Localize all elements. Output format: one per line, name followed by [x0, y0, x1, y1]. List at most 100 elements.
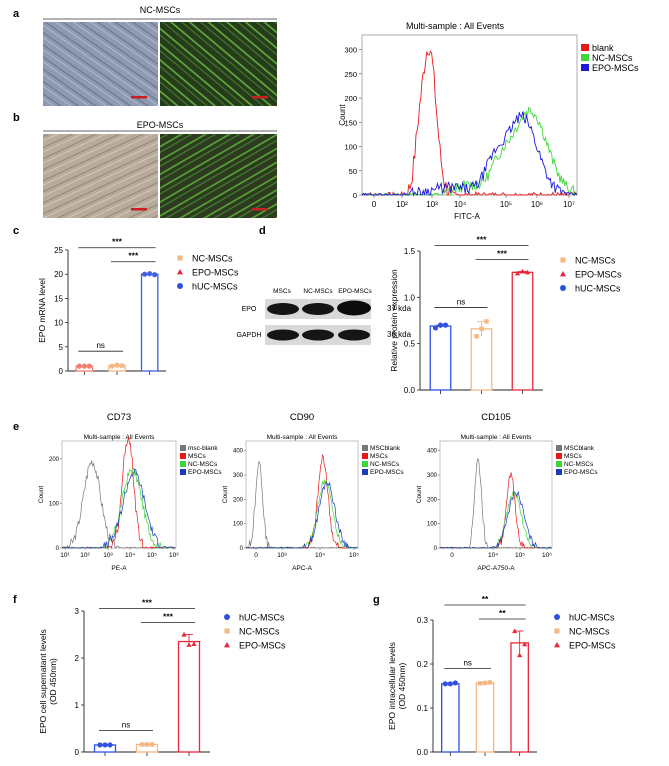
y-tick-label: 0.1 [417, 704, 429, 713]
legend-marker [560, 285, 566, 291]
legend-label: NC-MSCs [575, 256, 616, 266]
x-tick-label: 10² [396, 200, 408, 209]
histogram-curve-NC-MSCs [61, 467, 176, 549]
significance-label: ns [122, 720, 130, 729]
data-point [186, 642, 192, 647]
x-tick-label: 10⁶ [531, 200, 543, 209]
scale-bar [131, 208, 147, 211]
histogram-curve-EPO-MSCs [61, 468, 176, 549]
legend-swatch [581, 64, 589, 71]
legend-swatch [556, 469, 562, 475]
legend-swatch [556, 453, 562, 459]
legend-label: EPO-MSCs [592, 63, 639, 73]
micrograph-epo-fluorescence [160, 134, 277, 218]
legend-label: EPO-MSCs [370, 469, 404, 476]
panel-label-b: b [13, 112, 20, 124]
y-tick-label: 0 [59, 367, 64, 376]
histogram-curve-MSCs [61, 436, 176, 550]
legend-label: EPO-MSCs [564, 469, 598, 476]
blot-row-label: GAPDH [237, 332, 262, 339]
y-tick-label: 0 [75, 748, 80, 757]
blot-band [267, 303, 299, 315]
y-tick-label: 3 [75, 607, 80, 616]
significance-label: *** [142, 598, 153, 608]
y-tick-label: 200 [427, 497, 438, 503]
marker-panel-cd90: CD90 Multi-sample : All Events 0 100 200 300 4… [222, 412, 404, 572]
legend-marker [177, 255, 183, 261]
western-blot: MSCs NC-MSCs EPO-MSCs EPO GAPDH 37 kda 3… [237, 288, 412, 345]
legend-label: hUC-MSCs [569, 613, 615, 623]
plot-frame [61, 440, 177, 549]
y-tick-label: 1.5 [404, 247, 416, 256]
marker-subtitle: Multi-sample : All Events [461, 434, 533, 441]
x-tick-label: 10⁴ [454, 200, 467, 209]
y-tick-label: 100 [49, 501, 60, 507]
data-point [442, 322, 449, 328]
y-tick-label: 200 [233, 497, 244, 503]
micrograph-nc-fluorescence [160, 22, 277, 106]
significance-label: *** [112, 237, 123, 247]
data-point [519, 268, 526, 274]
legend-label: hUC-MSCs [192, 282, 238, 292]
y-axis-label: (OD 450nm) [397, 662, 407, 709]
blot-row-label: EPO [242, 306, 257, 313]
legend-label: msc-blank [188, 445, 218, 452]
significance-label: ns [463, 658, 471, 667]
y-tick-label: 200 [49, 457, 60, 463]
data-point [149, 742, 155, 747]
x-tick-label: 10¹ [60, 552, 70, 559]
legend-label: NC-MSCs [569, 627, 610, 637]
data-point [442, 681, 448, 687]
y-tick-label: 25 [54, 246, 63, 255]
y-tick-label: 5 [59, 343, 64, 352]
significance-label: ** [482, 594, 489, 604]
y-tick-label: 1.0 [404, 293, 416, 302]
data-point [139, 742, 145, 747]
bar-EPO-MSCs [510, 642, 529, 753]
data-point [479, 326, 484, 332]
y-tick-label: 0 [56, 546, 60, 552]
bar-hUC-MSCs [140, 273, 159, 372]
kda-label: 37 kda [387, 304, 412, 313]
panel-label-d: d [259, 225, 266, 237]
y-tick-label: 300 [344, 46, 357, 55]
y-axis-label: Count [222, 486, 229, 504]
legend-label: MSCs [370, 453, 388, 460]
legend-marker [560, 271, 566, 277]
y-tick-label: 300 [427, 473, 438, 479]
marker-panel-cd105: CD105 Multi-sample : All Events 0 100 200 300… [416, 412, 598, 572]
micrograph-panel: NC-MSCs EPO-MSCs [43, 5, 277, 218]
micrograph-epo-brightfield [43, 134, 158, 218]
significance-label: *** [477, 234, 488, 244]
data-point [109, 363, 115, 369]
legend-swatch [362, 461, 368, 467]
legend-marker [177, 269, 183, 275]
flow-main-ylabel: Count [338, 104, 347, 126]
x-axis-label: APC-A750-A [477, 565, 515, 572]
legend-marker [560, 257, 566, 263]
y-tick-label: 150 [344, 118, 357, 127]
data-point [114, 362, 120, 368]
y-tick-label: 0.0 [404, 386, 416, 395]
lane-label: NC-MSCs [303, 288, 333, 295]
y-axis-label: EPO cell supernatant levels [38, 629, 48, 733]
scale-bar [131, 96, 147, 99]
data-point [107, 742, 113, 748]
bar-EPO-MSCs [177, 640, 201, 753]
x-tick-label: 10⁴ [315, 552, 325, 559]
bar-MSCs [429, 325, 452, 391]
y-tick-label: 10 [54, 319, 63, 328]
data-point [86, 363, 92, 369]
y-axis-label: (OD 450nm) [48, 658, 58, 705]
plot-frame [439, 440, 553, 549]
y-axis-label: Count [416, 486, 423, 504]
bar-chart-g: 0.0 0.1 0.2 0.3 ns ** ** EPO intracellular leve… [387, 594, 616, 757]
data-point [514, 270, 521, 276]
legend-label: EPO-MSCs [239, 641, 286, 651]
panel-label-f: f [13, 594, 17, 606]
data-point [97, 742, 103, 748]
legend-label: hUC-MSCs [575, 284, 621, 294]
y-tick-label: 100 [344, 143, 357, 152]
data-point [484, 319, 489, 324]
